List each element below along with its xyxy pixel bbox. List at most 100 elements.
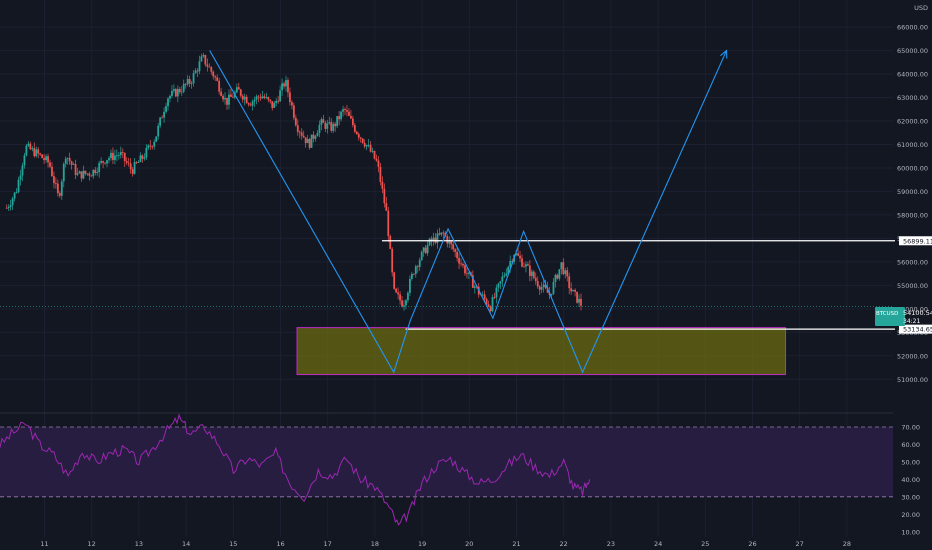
time-axis[interactable]: 11 12 13 14 15 16 17 18 19 20 21 22 23 24 25 26 27 28 bbox=[40, 540, 851, 548]
level-tag-label: 53134.65 bbox=[903, 326, 932, 334]
symbol-tag-box bbox=[875, 308, 899, 316]
candle-down bbox=[226, 97, 228, 105]
candle-down bbox=[523, 266, 525, 268]
candle-down bbox=[383, 188, 386, 204]
candle-down bbox=[267, 97, 270, 100]
candle-down bbox=[446, 236, 449, 244]
candle-up bbox=[198, 61, 201, 72]
candle-down bbox=[216, 77, 219, 81]
candle-down bbox=[346, 110, 348, 112]
time-tick-label: 27 bbox=[796, 540, 804, 548]
rsi-tick-label: 50.00 bbox=[901, 458, 920, 466]
candle-down bbox=[462, 263, 464, 266]
price-tick-label: 65000.00 bbox=[897, 47, 928, 55]
candle-up bbox=[275, 100, 278, 103]
candle-down bbox=[37, 149, 40, 154]
candle-up bbox=[253, 99, 256, 102]
candle-up bbox=[106, 160, 108, 164]
candle-down bbox=[361, 138, 364, 143]
price-candles bbox=[5, 52, 582, 313]
time-tick-label: 12 bbox=[88, 540, 96, 548]
candle-down bbox=[51, 166, 53, 177]
candle-up bbox=[491, 297, 494, 312]
candle-up bbox=[64, 158, 67, 164]
candle-down bbox=[104, 162, 106, 164]
candle-down bbox=[350, 115, 352, 119]
candle-up bbox=[332, 123, 335, 131]
rsi-tick-label: 70.00 bbox=[901, 423, 920, 431]
candle-down bbox=[135, 162, 138, 163]
last-price-tag: BTCUSD 54100.54 34:21 bbox=[875, 307, 932, 326]
candle-down bbox=[94, 169, 97, 173]
candle-down bbox=[456, 251, 459, 259]
horizontal-levels[interactable] bbox=[381, 240, 895, 330]
candle-down bbox=[123, 152, 126, 162]
candle-up bbox=[542, 284, 545, 288]
candle-up bbox=[96, 172, 99, 173]
candle-up bbox=[100, 161, 103, 163]
candle-down bbox=[5, 207, 8, 209]
candle-down bbox=[296, 125, 299, 132]
candle-up bbox=[316, 132, 319, 137]
level-tag-box bbox=[899, 236, 932, 246]
candle-down bbox=[338, 116, 341, 120]
candle-down bbox=[517, 253, 519, 256]
candle-down bbox=[532, 271, 535, 278]
candle-down bbox=[412, 273, 415, 275]
candle-down bbox=[416, 266, 419, 268]
candle-up bbox=[159, 117, 162, 126]
candle-down bbox=[208, 66, 211, 68]
pattern-projection-path[interactable] bbox=[209, 50, 728, 374]
candle-up bbox=[17, 179, 20, 193]
time-tick-label: 16 bbox=[276, 540, 284, 548]
candle-up bbox=[202, 55, 205, 57]
candle-down bbox=[214, 76, 217, 78]
candle-up bbox=[550, 293, 553, 296]
candle-up bbox=[340, 111, 342, 120]
candle-down bbox=[58, 193, 61, 196]
candle-down bbox=[129, 163, 132, 170]
candle-down bbox=[43, 158, 46, 161]
price-tick-label: 52000.00 bbox=[897, 352, 928, 360]
rsi-axis[interactable]: 10.00 20.00 30.00 40.00 50.00 60.00 70.00 bbox=[901, 423, 920, 536]
candle-down bbox=[379, 166, 382, 182]
candle-up bbox=[432, 237, 435, 242]
candle-up bbox=[235, 87, 238, 93]
candle-up bbox=[165, 106, 167, 112]
candle-up bbox=[436, 233, 439, 243]
pattern-arrowhead-icon bbox=[720, 49, 728, 59]
candle-down bbox=[521, 258, 523, 267]
candle-up bbox=[306, 138, 309, 144]
candle-down bbox=[218, 80, 221, 92]
candle-up bbox=[108, 158, 110, 161]
candle-up bbox=[509, 260, 512, 267]
candle-up bbox=[540, 287, 543, 290]
candle-up bbox=[552, 281, 555, 294]
candle-up bbox=[255, 96, 258, 100]
candle-up bbox=[98, 162, 101, 173]
candle-down bbox=[298, 131, 301, 133]
candle-up bbox=[190, 83, 193, 85]
candle-up bbox=[328, 122, 331, 124]
candle-down bbox=[210, 67, 213, 72]
time-tick-label: 28 bbox=[843, 540, 851, 548]
candle-up bbox=[310, 134, 313, 148]
last-price-value: 54100.54 bbox=[903, 309, 932, 317]
candle-down bbox=[464, 265, 466, 274]
candle-up bbox=[119, 152, 122, 156]
candle-down bbox=[184, 83, 187, 85]
candle-up bbox=[169, 95, 171, 99]
demand-zone[interactable] bbox=[296, 327, 787, 376]
candle-down bbox=[324, 122, 327, 129]
candle-up bbox=[473, 286, 476, 288]
candle-down bbox=[355, 131, 358, 135]
candle-up bbox=[60, 181, 63, 196]
candle-down bbox=[41, 154, 44, 159]
candle-down bbox=[489, 306, 492, 312]
candle-down bbox=[127, 162, 130, 164]
candle-up bbox=[153, 141, 156, 147]
candle-down bbox=[84, 170, 87, 174]
candle-down bbox=[149, 145, 152, 147]
candle-down bbox=[206, 64, 209, 67]
candle-up bbox=[422, 247, 425, 252]
